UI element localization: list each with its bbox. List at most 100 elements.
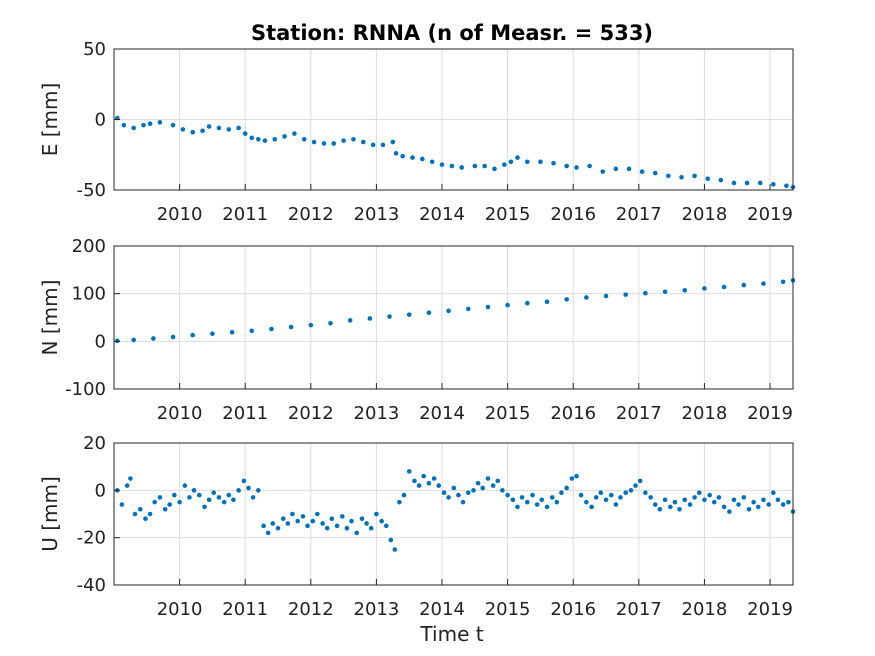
east-data-point [157, 120, 163, 125]
north-data-point [406, 312, 412, 317]
north-data-point [367, 316, 373, 321]
up-y-tick-label: 20 [83, 433, 106, 454]
up-x-tick-label: 2010 [157, 599, 203, 620]
east-data-point [341, 138, 346, 143]
east-data-point [292, 131, 297, 136]
up-data-point [657, 506, 663, 512]
east-data-point [370, 142, 376, 148]
east-data-point [692, 173, 697, 179]
up-data-point [766, 502, 772, 507]
north-data-point [505, 302, 510, 308]
up-panel: 2010 2011 2012 2013 2014 2015 2016 2017 2018 2019… [38, 433, 796, 620]
north-data-point [485, 304, 491, 310]
up-data-point [761, 497, 766, 503]
up-data-point [256, 488, 261, 493]
east-data-point [784, 183, 789, 189]
up-x-tick-label: 2016 [550, 599, 596, 620]
north-data-point [387, 314, 392, 319]
up-data-point [334, 523, 340, 529]
up-data-point [226, 492, 232, 498]
east-data-point [574, 165, 579, 170]
up-data-point [539, 497, 545, 503]
east-data-point [242, 131, 248, 136]
up-data-point [598, 490, 604, 496]
east-data-point [564, 163, 569, 169]
up-data-point [534, 502, 540, 507]
up-x-tick-label: 2015 [485, 599, 531, 620]
east-y-axis-label: E [mm] [38, 83, 62, 157]
east-data-point [360, 139, 366, 145]
up-data-point [771, 490, 776, 496]
north-x-tick-label: 2019 [747, 403, 793, 424]
up-data-point [721, 504, 727, 510]
up-data-point [711, 499, 717, 505]
north-x-tick-label: 2016 [550, 403, 596, 424]
up-data-point [544, 504, 550, 510]
up-data-point [485, 476, 491, 481]
up-data-point [305, 523, 310, 529]
north-x-tick-label: 2012 [288, 403, 334, 424]
north-data-point [170, 334, 176, 340]
up-data-point [755, 504, 761, 510]
up-data-point [692, 495, 697, 500]
up-data-point [231, 497, 236, 503]
up-data-point [202, 504, 207, 510]
up-data-point [500, 488, 505, 493]
up-data-point [682, 497, 688, 503]
up-data-point [751, 499, 756, 505]
up-data-point [696, 490, 702, 496]
north-data-point [603, 293, 609, 299]
up-data-point [780, 502, 786, 507]
east-data-point [410, 155, 415, 160]
east-data-point [400, 153, 405, 159]
up-data-point [206, 497, 212, 503]
east-data-point [472, 163, 478, 169]
north-axes-frame [113, 245, 794, 390]
up-data-point [456, 492, 461, 498]
east-data-point [301, 136, 307, 142]
up-data-point [265, 530, 271, 536]
north-data-point [564, 297, 569, 302]
north-data-point [662, 289, 668, 295]
up-data-point [426, 480, 432, 486]
up-data-point [436, 483, 442, 488]
north-data-point [190, 332, 196, 338]
up-data-point [310, 518, 316, 524]
north-data-point [229, 329, 235, 335]
up-data-point [157, 495, 163, 500]
north-panel: 2010 2011 2012 2013 2014 2015 2016 2017 2018 2019… [38, 236, 796, 424]
north-x-tick-label: 2018 [682, 403, 728, 424]
up-x-tick-label: 2017 [616, 599, 662, 620]
east-x-tick-label: 2019 [747, 204, 793, 225]
up-data-point [421, 473, 426, 479]
east-panel: 2010 2011 2012 2013 2014 2015 2016 2017 2018 2019… [38, 39, 796, 225]
up-data-point [167, 502, 173, 507]
north-x-tick-label: 2013 [354, 403, 400, 424]
up-data-point [775, 497, 781, 503]
north-data-point [544, 299, 550, 305]
north-data-point [288, 324, 294, 330]
up-data-point [270, 521, 276, 526]
up-x-tick-label: 2019 [747, 599, 793, 620]
up-data-point [475, 480, 481, 486]
up-data-point [490, 483, 496, 488]
up-x-tick-label: 2013 [354, 599, 400, 620]
north-data-point [426, 310, 432, 316]
east-data-point [429, 159, 435, 165]
north-y-tick-label: 0 [95, 331, 106, 352]
up-y-axis-label: U [mm] [38, 476, 62, 552]
east-data-point [718, 177, 724, 183]
north-data-point [761, 281, 766, 286]
up-data-point [741, 495, 747, 500]
up-data-point [441, 490, 447, 496]
up-data-point [480, 485, 485, 491]
up-data-point [578, 492, 584, 498]
up-data-point [505, 492, 510, 498]
north-data-point [151, 336, 156, 341]
up-data-point [608, 492, 614, 498]
up-data-point [275, 525, 281, 531]
up-data-point [290, 511, 295, 517]
chart-title: Station: RNNA (n of Measr. = 533) [251, 21, 653, 45]
east-data-point [249, 135, 255, 141]
north-data-point [131, 337, 136, 343]
